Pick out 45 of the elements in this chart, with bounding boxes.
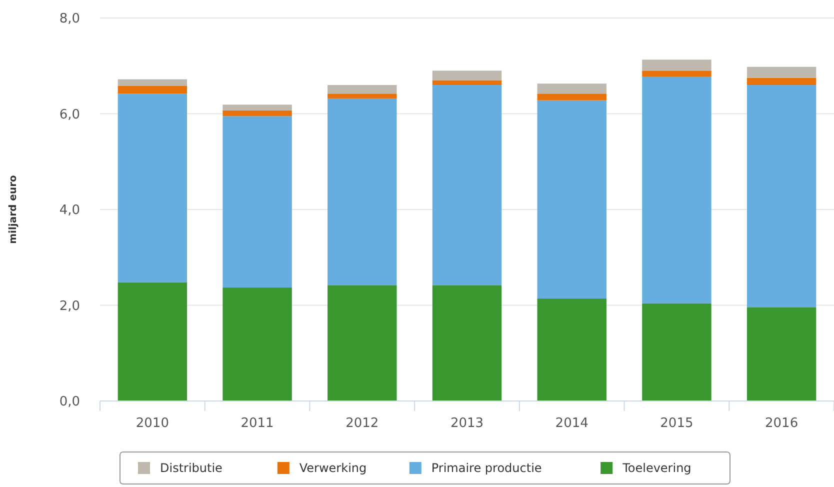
- x-tick-label: 2013: [450, 416, 484, 431]
- y-tick-label: 0,0: [59, 394, 80, 410]
- legend-label: Verwerking: [299, 461, 367, 476]
- bar: [537, 84, 606, 94]
- legend-label: Distributie: [160, 461, 222, 476]
- y-tick-label: 2,0: [59, 298, 80, 314]
- bar: [642, 76, 712, 304]
- x-tick-label: 2010: [136, 416, 169, 431]
- legend-label: Primaire productie: [431, 461, 542, 476]
- bar: [118, 86, 188, 94]
- bar: [537, 298, 606, 401]
- bar: [746, 78, 816, 86]
- bar: [432, 285, 502, 401]
- bar: [222, 288, 292, 401]
- bar: [118, 282, 188, 401]
- bar: [328, 285, 397, 401]
- y-tick-label: 8,0: [59, 12, 80, 27]
- x-tick-label: 2016: [765, 416, 798, 431]
- bar: [222, 116, 292, 288]
- x-tick-label: 2012: [346, 416, 379, 431]
- bar: [222, 110, 292, 116]
- bar: [328, 98, 397, 286]
- bar: [432, 85, 502, 286]
- bar: [328, 94, 397, 98]
- bar: [118, 94, 188, 282]
- bar: [537, 100, 606, 299]
- bar: [118, 79, 188, 86]
- x-tick-label: 2011: [240, 416, 274, 431]
- y-tick-label: 6,0: [59, 107, 80, 122]
- bar: [537, 94, 606, 100]
- bar: [746, 307, 816, 401]
- y-axis-title: miljard euro: [8, 175, 19, 244]
- bar: [642, 70, 712, 77]
- x-tick-label: 2015: [660, 416, 694, 431]
- bar: [642, 303, 712, 401]
- bar: [222, 104, 292, 110]
- bar: [328, 85, 397, 94]
- bar: [432, 80, 502, 86]
- y-tick-label: 4,0: [59, 203, 80, 218]
- legend-label: Toelevering: [622, 461, 692, 476]
- bar: [746, 66, 816, 78]
- bar: [642, 60, 712, 71]
- bar: [432, 70, 502, 80]
- x-tick-label: 2014: [555, 416, 588, 431]
- bar: [746, 85, 816, 308]
